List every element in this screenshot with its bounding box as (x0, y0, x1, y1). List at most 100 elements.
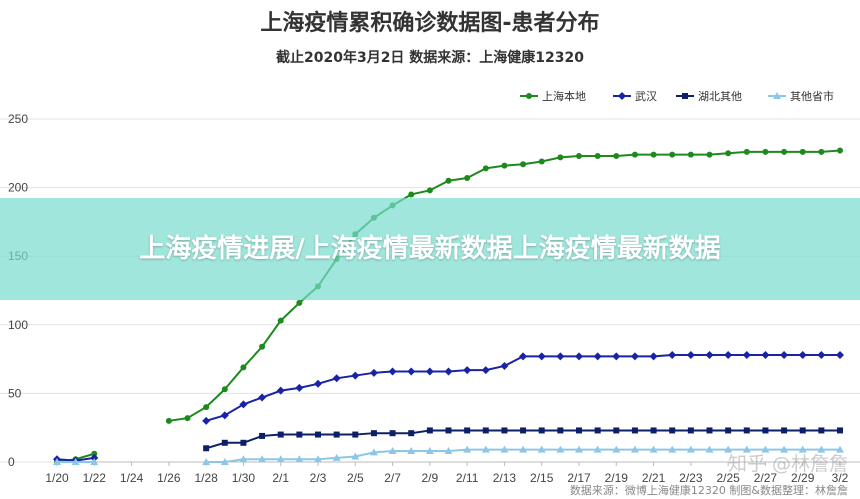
y-tick-label: 0 (8, 455, 15, 469)
data-point (799, 427, 806, 434)
y-tick-label: 50 (8, 386, 22, 400)
x-tick-label: 2/25 (716, 471, 740, 485)
data-point (259, 432, 266, 439)
data-point (686, 350, 695, 359)
footer-source-text: 数据来源：微博上海健康12320 制图&数据整理：林詹詹 (569, 484, 848, 497)
x-tick-label: 1/20 (45, 471, 69, 485)
data-point (501, 427, 508, 434)
data-point (706, 151, 713, 158)
data-point (202, 458, 211, 465)
data-point (90, 453, 99, 462)
chart-title: 上海疫情累积确诊数据图-患者分布 (260, 10, 599, 36)
data-point (761, 445, 770, 453)
data-point (686, 445, 695, 453)
data-point (519, 445, 528, 453)
data-point (556, 352, 565, 361)
data-point (650, 427, 657, 434)
data-point (332, 453, 341, 461)
data-point (90, 458, 99, 465)
legend-label: 武汉 (635, 90, 657, 103)
data-point (333, 431, 340, 438)
series-3 (53, 445, 844, 465)
x-tick-label: 2/19 (605, 471, 629, 485)
data-point (295, 455, 304, 463)
data-point (184, 415, 191, 422)
data-point (240, 364, 247, 371)
x-tick-label: 2/11 (456, 471, 479, 485)
data-point (276, 386, 285, 395)
data-point (220, 458, 229, 465)
data-point (593, 445, 602, 453)
data-point (668, 445, 677, 453)
data-point (538, 158, 545, 165)
legend-marker (682, 93, 688, 99)
data-point (352, 431, 359, 438)
data-point (91, 450, 98, 457)
data-point (613, 427, 620, 434)
x-tick-label: 2/1 (272, 471, 289, 485)
data-point (836, 445, 844, 453)
data-point (277, 431, 284, 438)
data-point (370, 430, 377, 437)
data-point (165, 417, 172, 424)
x-tick-label: 2/17 (567, 471, 591, 485)
series-2 (203, 427, 843, 452)
data-point (649, 445, 658, 453)
x-tick-label: 3/2 (832, 471, 849, 485)
data-point (798, 445, 807, 453)
data-point (482, 165, 489, 172)
data-point (425, 447, 434, 455)
data-point (520, 427, 527, 434)
data-point (203, 404, 210, 411)
x-tick-label: 1/22 (83, 471, 107, 485)
legend-label: 湖北其他 (698, 90, 742, 103)
data-point (258, 455, 267, 463)
x-tick-label: 2/27 (754, 471, 778, 485)
x-tick-label: 2/29 (791, 471, 815, 485)
data-point (798, 350, 807, 359)
data-point (426, 187, 433, 194)
data-point (837, 427, 843, 434)
data-point (408, 430, 415, 437)
data-point (742, 445, 751, 453)
data-point (724, 350, 733, 359)
data-point (445, 427, 452, 434)
data-point (482, 427, 489, 434)
data-point (781, 148, 788, 155)
data-point (630, 445, 639, 453)
data-point (743, 427, 750, 434)
data-point (408, 191, 415, 198)
data-point (481, 366, 490, 375)
data-point (537, 445, 546, 453)
data-point (369, 448, 378, 456)
data-point (369, 368, 378, 377)
data-point (705, 445, 714, 453)
data-point (519, 352, 528, 361)
data-point (444, 447, 453, 455)
x-tick-label: 2/3 (310, 471, 327, 485)
series-1 (53, 350, 844, 465)
x-tick-label: 2/23 (679, 471, 703, 485)
data-point (725, 427, 732, 434)
data-point (557, 154, 564, 161)
data-point (332, 374, 341, 383)
data-point (576, 153, 582, 160)
chart-subtitle: 截止2020年3月2日 数据来源：上海健康12320 (276, 49, 584, 66)
data-point (500, 361, 509, 370)
data-point (649, 352, 658, 361)
data-point (612, 445, 621, 453)
x-tick-label: 1/30 (232, 471, 256, 485)
legend-marker (526, 93, 532, 99)
data-point (258, 393, 267, 402)
data-point (668, 350, 677, 359)
data-point (687, 427, 694, 434)
data-point (501, 162, 508, 169)
data-point (706, 427, 713, 434)
data-point (221, 439, 228, 446)
x-axis-ticks: 1/20 1/22 1/24 1/26 1/28 1/30 2/1 2/3 2/5 2/7 2/9 2… (45, 462, 849, 485)
data-point (276, 455, 285, 463)
y-tick-label: 250 (8, 112, 28, 126)
data-point (724, 445, 733, 453)
data-point (463, 366, 472, 375)
